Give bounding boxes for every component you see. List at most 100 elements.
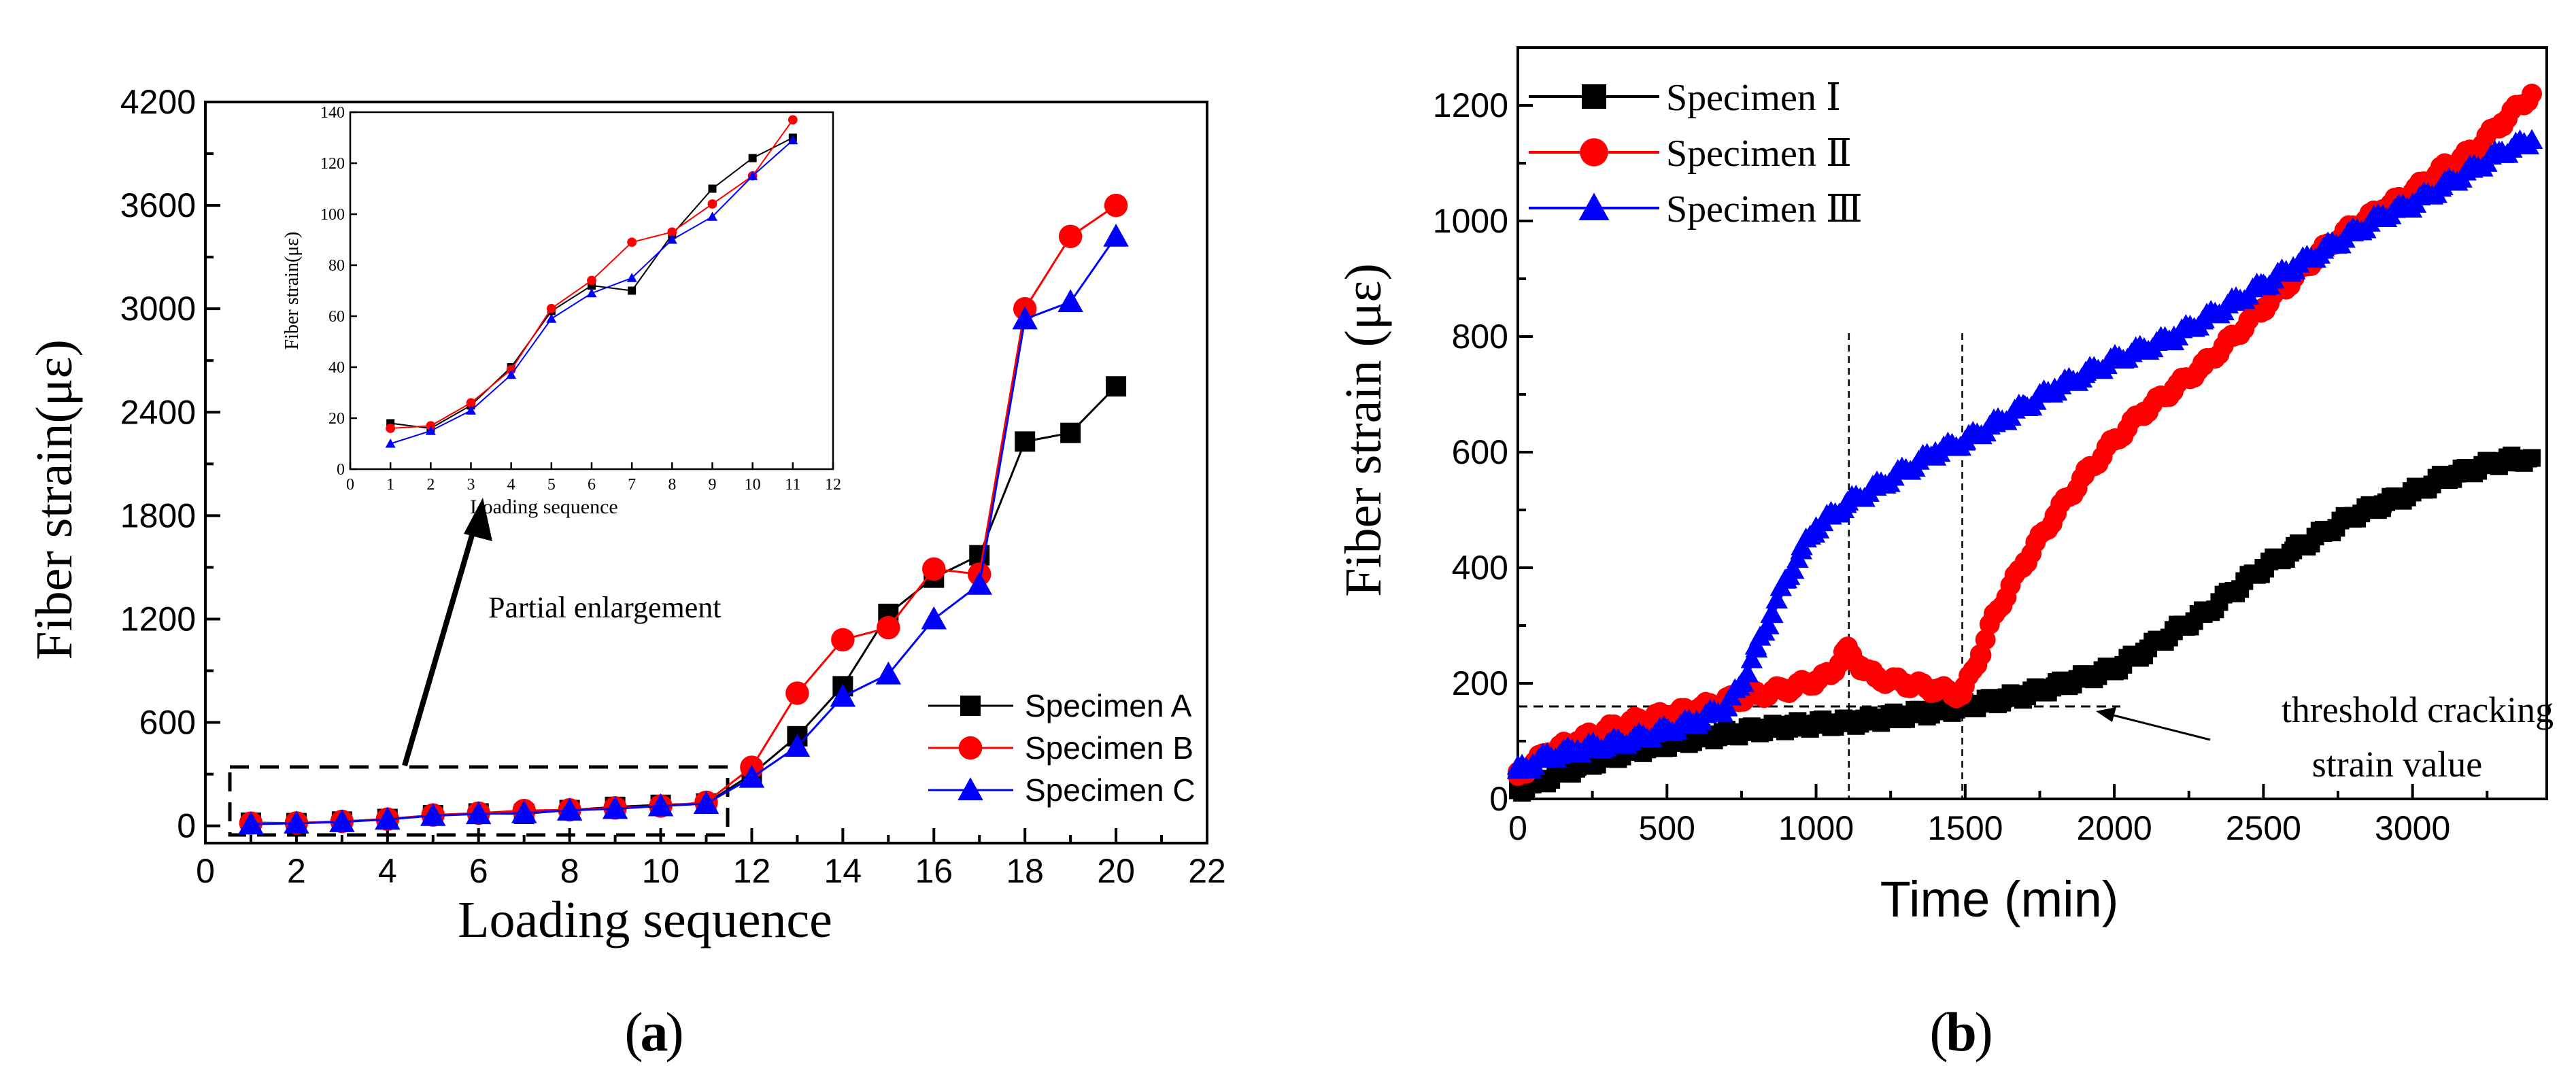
data-point-b-anchor <box>2520 129 2543 149</box>
inset-x-tick-label: 0 <box>346 476 354 494</box>
panel-b-chart: 0 500 1000 1500 2000 2500 3000 0 200 400 600 800 100… <box>1335 46 2554 1063</box>
panel-label-a: a <box>641 1001 668 1063</box>
data-point-b-anchor <box>2252 273 2275 294</box>
data-point <box>922 557 946 581</box>
data-point <box>1057 289 1083 313</box>
data-point-b-anchor <box>2463 460 2481 479</box>
inset-x-tick-label: 1 <box>386 476 394 494</box>
x-tick-label-b: 0 <box>1508 809 1527 847</box>
data-point <box>1104 193 1128 218</box>
data-point-b-anchor <box>2194 605 2213 623</box>
y-tick-label: 0 <box>177 807 196 845</box>
inset-y-tick-label: 20 <box>328 410 345 428</box>
x-tick-label: 4 <box>378 852 397 890</box>
data-point-b-anchor <box>1837 713 1855 732</box>
data-point-b-anchor <box>2284 541 2303 560</box>
inset-y-tick-label: 100 <box>320 206 345 224</box>
data-point <box>375 806 401 830</box>
data-point-b-anchor <box>2134 401 2154 422</box>
data-point <box>420 802 446 826</box>
panel-label-b-open: ( <box>1929 1001 1948 1063</box>
data-point-b-anchor <box>2224 582 2243 600</box>
data-point <box>1060 422 1081 443</box>
data-point-b-anchor <box>1521 753 1544 773</box>
x-axis-label-b: Time (min) <box>1880 871 2119 927</box>
data-point-b-anchor <box>2105 660 2124 678</box>
inset-data-point <box>747 171 758 180</box>
y-tick-label-b: 1200 <box>1433 86 1508 124</box>
data-point-b-anchor <box>2371 204 2394 224</box>
y-tick-label: 3000 <box>120 290 196 328</box>
data-point-b-anchor <box>1926 702 1944 720</box>
inset-data-point <box>426 421 436 431</box>
data-point-b-anchor <box>2431 175 2454 195</box>
legend-label-b: Specimen Ⅱ <box>1666 133 1852 175</box>
y-tick-label-b: 0 <box>1489 780 1508 818</box>
x-tick-label-b: 500 <box>1639 809 1695 847</box>
data-point <box>739 764 765 788</box>
data-point-b-anchor <box>1776 679 1797 700</box>
data-point-b-anchor <box>2373 495 2392 513</box>
data-point-b-anchor <box>2254 559 2273 577</box>
data-point <box>238 811 264 835</box>
data-point <box>921 606 947 630</box>
inset-x-tick-label: 6 <box>588 476 596 494</box>
data-point-b-anchor <box>1820 664 1842 685</box>
y-axis-label-b: Fiber strain (με) <box>1335 263 1392 597</box>
legend-marker <box>960 696 981 716</box>
y-tick-label: 600 <box>139 704 196 742</box>
y-tick-label: 1800 <box>120 496 196 534</box>
x-tick-label: 10 <box>642 852 680 890</box>
legend-marker-b <box>1582 84 1606 109</box>
zoom-box <box>228 765 730 837</box>
data-point-b-anchor <box>2222 290 2245 311</box>
x-tick-label-b: 2000 <box>2076 809 2152 847</box>
panel-a-inset-chart: 0 1 2 3 4 5 6 7 8 9 10 11 12020406080100120140Loadin… <box>282 104 841 518</box>
data-point-b-anchor <box>1835 493 1857 513</box>
inset-x-tick-label: 9 <box>709 476 717 494</box>
x-tick-label-b: 1000 <box>1778 809 1854 847</box>
data-point-b-anchor <box>2046 677 2064 696</box>
x-tick-label: 12 <box>733 852 771 890</box>
y-tick-label: 3600 <box>120 186 196 224</box>
annotation-partial-enlargement: Partial enlargement <box>488 591 722 624</box>
inset-data-point <box>627 237 637 247</box>
inset-x-tick-label: 11 <box>785 476 800 494</box>
inset-x-tick-label: 7 <box>628 476 636 494</box>
inset-data-point <box>587 275 596 286</box>
inset-data-point <box>748 154 757 163</box>
threshold-label-line1: threshold cracking <box>2282 689 2554 730</box>
x-tick-label: 16 <box>915 852 953 890</box>
data-point-b-anchor <box>1984 604 2005 624</box>
data-point <box>966 572 992 595</box>
data-point-b-anchor <box>1730 672 1753 692</box>
data-point <box>784 734 811 757</box>
data-point-b-anchor <box>1790 539 1812 560</box>
panel-label-b: b <box>1946 1001 1977 1063</box>
data-point <box>831 628 855 652</box>
data-point-b-anchor <box>1897 706 1915 724</box>
series-line-specimen-b <box>250 204 1117 825</box>
data-point-b-anchor <box>1760 602 1783 623</box>
y-tick-label-b: 200 <box>1452 664 1508 702</box>
threshold-label-line2: strain value <box>2312 744 2482 785</box>
data-point-b-anchor <box>2314 524 2333 542</box>
data-point-b-anchor <box>1954 429 1977 449</box>
data-point <box>511 800 537 823</box>
data-point-b-anchor <box>2103 348 2126 369</box>
data-point-b-anchor <box>2163 378 2184 399</box>
zoom-arrow <box>402 515 480 767</box>
inset-x-tick-label: 12 <box>825 476 841 494</box>
y-tick-label: 2400 <box>120 393 196 431</box>
data-point <box>602 796 628 819</box>
data-point-b-anchor <box>1895 673 1916 694</box>
inset-data-point <box>586 288 597 298</box>
data-point-b-anchor <box>1969 644 1990 665</box>
data-point <box>556 798 583 821</box>
data-point-b-anchor <box>2074 465 2095 485</box>
data-point-b-anchor <box>1820 505 1842 525</box>
inset-y-tick-label: 80 <box>328 257 345 275</box>
data-point-b-anchor <box>1850 655 1871 677</box>
data-point-b-anchor <box>2461 158 2484 178</box>
legend-marker <box>958 736 983 760</box>
